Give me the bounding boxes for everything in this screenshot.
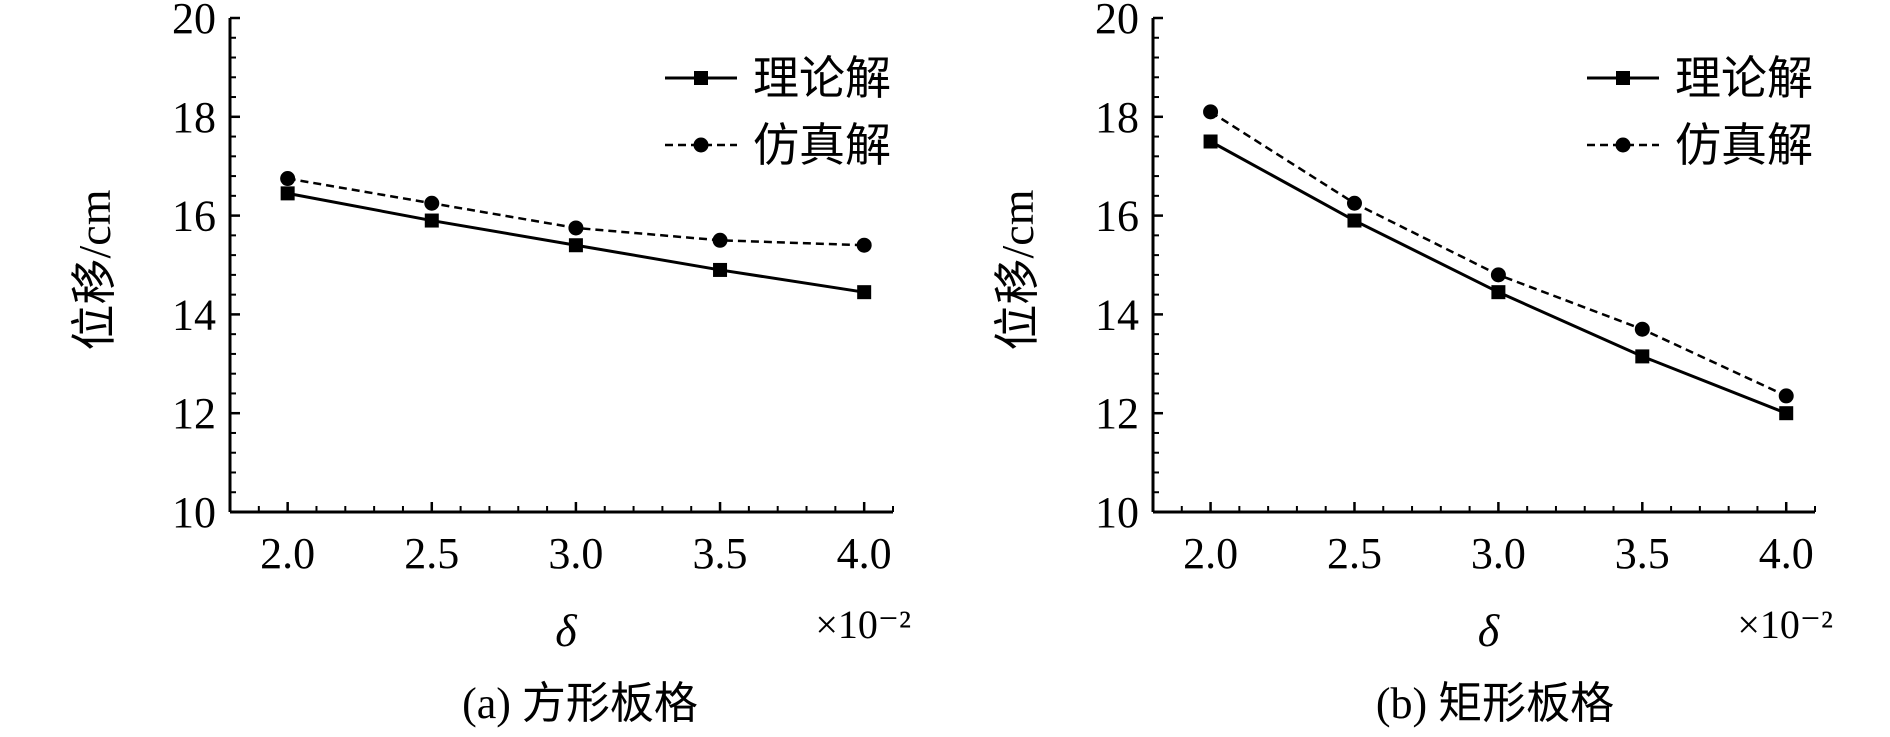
data-point-circle bbox=[1203, 104, 1219, 120]
y-tick-label: 18 bbox=[1095, 93, 1139, 142]
legend-marker-circle bbox=[693, 137, 709, 153]
x-tick-label: 2.5 bbox=[404, 529, 459, 578]
caption-a: (a) 方形板格 bbox=[462, 679, 698, 728]
data-point-square bbox=[1635, 349, 1650, 364]
data-point-circle bbox=[856, 237, 872, 253]
x-tick-label: 3.0 bbox=[548, 529, 603, 578]
data-point-circle bbox=[1490, 267, 1506, 283]
data-point-circle bbox=[424, 195, 440, 211]
data-point-circle bbox=[712, 232, 728, 248]
panel-a: 10 12 14 16 18 20 2.0 2.5 3.0 3.5 4.0 位移/cm δ ×10⁻² 理论… bbox=[69, 0, 911, 656]
data-point-square bbox=[857, 285, 872, 300]
x-tick-label: 2.0 bbox=[1183, 529, 1238, 578]
y-tick-label: 16 bbox=[172, 192, 216, 241]
data-point-square bbox=[1347, 213, 1362, 228]
y-tick-label: 20 bbox=[172, 0, 216, 43]
legend-label: 仿真解 bbox=[1675, 120, 1813, 171]
x-axis-label: δ bbox=[555, 605, 577, 656]
data-point-square bbox=[1491, 285, 1506, 300]
y-tick-label: 10 bbox=[1095, 488, 1139, 537]
y-axis-label: 位移/cm bbox=[69, 189, 120, 350]
x-tick-label: 2.5 bbox=[1327, 529, 1382, 578]
y-axis-label: 位移/cm bbox=[992, 189, 1043, 350]
y-tick-label: 14 bbox=[1095, 290, 1139, 339]
y-tick-label: 10 bbox=[172, 488, 216, 537]
data-point-square bbox=[713, 262, 728, 277]
data-point-circle bbox=[568, 220, 584, 236]
legend-marker-square bbox=[694, 71, 708, 85]
legend-marker-circle bbox=[1615, 137, 1631, 153]
data-point-circle bbox=[1778, 388, 1794, 404]
data-point-square bbox=[424, 213, 439, 228]
legend-label: 理论解 bbox=[1675, 53, 1813, 104]
data-point-circle bbox=[280, 171, 296, 187]
y-tick-label: 14 bbox=[172, 290, 216, 339]
x-tick-label: 2.0 bbox=[260, 529, 315, 578]
x-multiplier-label: ×10⁻² bbox=[1737, 602, 1833, 647]
caption-b: (b) 矩形板格 bbox=[1375, 679, 1615, 728]
data-point-circle bbox=[1346, 195, 1362, 211]
data-point-square bbox=[568, 238, 583, 253]
legend-label: 理论解 bbox=[753, 53, 891, 104]
data-point-square bbox=[280, 186, 295, 201]
x-tick-label: 4.0 bbox=[837, 529, 892, 578]
x-axis-label: δ bbox=[1478, 605, 1500, 656]
y-tick-label: 20 bbox=[1095, 0, 1139, 43]
y-tick-label: 12 bbox=[1095, 389, 1139, 438]
data-point-square bbox=[1779, 406, 1794, 421]
data-point-circle bbox=[1634, 321, 1650, 337]
x-tick-label: 3.5 bbox=[1615, 529, 1670, 578]
x-tick-label: 3.0 bbox=[1471, 529, 1526, 578]
y-tick-label: 12 bbox=[172, 389, 216, 438]
panel-b: 10 12 14 16 18 20 2.0 2.5 3.0 3.5 4.0 位移/cm δ ×10⁻² 理论… bbox=[992, 0, 1833, 656]
x-tick-label: 4.0 bbox=[1759, 529, 1814, 578]
x-tick-label: 3.5 bbox=[693, 529, 748, 578]
legend-marker-square bbox=[1616, 71, 1630, 85]
y-tick-label: 16 bbox=[1095, 192, 1139, 241]
legend-label: 仿真解 bbox=[753, 120, 891, 171]
x-multiplier-label: ×10⁻² bbox=[815, 602, 911, 647]
y-tick-label: 18 bbox=[172, 93, 216, 142]
data-point-square bbox=[1203, 134, 1218, 149]
